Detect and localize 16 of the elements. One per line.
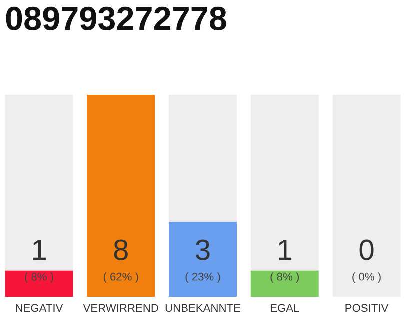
annotation: 8 <box>114 240 128 260</box>
x-tick-label: VERWIRREND <box>83 304 158 312</box>
data-label: ( 8% ) <box>270 272 300 283</box>
data-label: ( 23% ) <box>186 272 220 283</box>
x-tick-label: NEGATIV <box>16 304 64 312</box>
annotation: 0 <box>360 240 374 260</box>
data-label: ( 8% ) <box>25 272 54 283</box>
chart-title: 089793272778 <box>6 6 226 31</box>
annotation: 1 <box>279 240 292 260</box>
x-tick-label: POSITIV <box>346 304 389 312</box>
annotation: 3 <box>196 240 210 260</box>
x-tick-label: UNBEKANNTE <box>166 304 240 312</box>
x-tick-label: EGAL <box>270 304 300 312</box>
data-label: ( 0% ) <box>352 272 381 283</box>
data-label: ( 62% ) <box>104 272 138 283</box>
annotation: 1 <box>33 240 46 260</box>
